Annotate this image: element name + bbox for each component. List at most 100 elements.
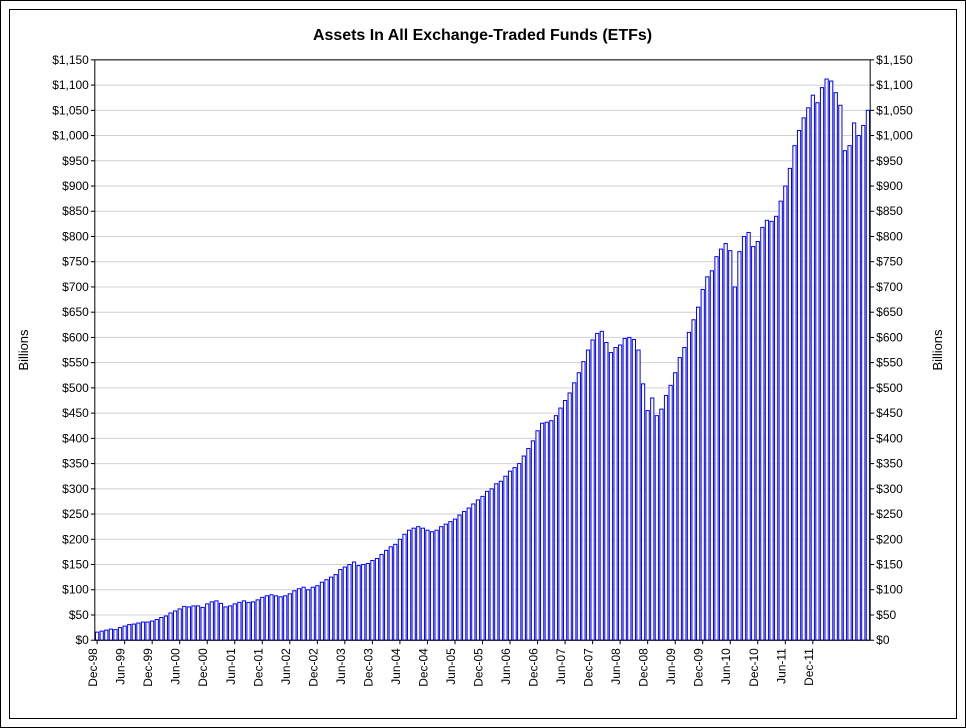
y-tick-label-right: $800 [876, 229, 903, 243]
y-tick-label-left: $0 [76, 633, 90, 647]
y-tick-label-right: $450 [876, 406, 903, 420]
bar [623, 338, 626, 640]
bar [605, 342, 608, 640]
bar [678, 358, 681, 641]
bar [619, 345, 622, 640]
bar [297, 589, 300, 640]
bar [646, 411, 649, 641]
y-tick-label-left: $650 [62, 305, 89, 319]
y-tick-label-left: $350 [62, 457, 89, 471]
y-tick-label-right: $1,100 [876, 78, 913, 92]
bar [692, 320, 695, 640]
bar [357, 566, 360, 641]
bar [632, 339, 635, 640]
bar [550, 421, 553, 641]
bar [394, 544, 397, 640]
bar [770, 221, 773, 640]
y-tick-label-right: $750 [876, 255, 903, 269]
y-tick-label-right: $250 [876, 507, 903, 521]
y-tick-label-right: $1,000 [876, 129, 913, 143]
bar [380, 554, 383, 640]
y-tick-label-right: $350 [876, 457, 903, 471]
y-tick-label-right: $850 [876, 204, 903, 218]
y-tick-label-left: $850 [62, 204, 89, 218]
x-tick-label: Jun-05 [444, 648, 458, 685]
x-tick-label: Dec-06 [527, 648, 541, 687]
bar [513, 468, 516, 641]
y-tick-label-right: $400 [876, 431, 903, 445]
bar [265, 596, 268, 640]
bar [545, 422, 548, 640]
y-tick-label-right: $700 [876, 280, 903, 294]
bar [582, 362, 585, 641]
bar [472, 504, 475, 640]
bar [559, 408, 562, 640]
y-tick-label-right: $1,050 [876, 103, 913, 117]
bar [352, 562, 355, 640]
y-tick-label-right: $200 [876, 532, 903, 546]
bar [430, 532, 433, 641]
bar [802, 118, 805, 640]
bar [614, 348, 617, 641]
y-tick-label-left: $300 [62, 482, 89, 496]
x-tick-label: Jun-02 [279, 648, 293, 685]
bar [109, 629, 112, 640]
bar [706, 277, 709, 640]
bar [164, 616, 167, 640]
bar [155, 620, 158, 641]
y-tick-label-right: $900 [876, 179, 903, 193]
bar [637, 350, 640, 640]
bar [256, 600, 259, 640]
bar [412, 528, 415, 640]
bar [563, 401, 566, 641]
bar [536, 431, 539, 640]
bar [444, 524, 447, 640]
bar [729, 251, 732, 641]
bar [843, 151, 846, 641]
y-tick-label-right: $950 [876, 154, 903, 168]
x-tick-label: Jun-09 [664, 648, 678, 685]
bar [219, 603, 222, 640]
bar [421, 528, 424, 640]
bar [747, 232, 750, 640]
x-tick-label: Dec-08 [637, 648, 651, 687]
bar [866, 110, 869, 640]
x-tick-label: Jun-03 [334, 648, 348, 685]
x-tick-label: Jun-06 [499, 648, 513, 685]
y-tick-label-left: $900 [62, 179, 89, 193]
bar [398, 539, 401, 640]
bar [251, 602, 254, 640]
bar [476, 500, 479, 640]
bar [293, 591, 296, 640]
bar [825, 79, 828, 640]
bar [118, 628, 121, 641]
bar [527, 448, 530, 640]
bar [371, 560, 374, 640]
bar [261, 597, 264, 640]
bar [187, 607, 190, 640]
bar [719, 249, 722, 640]
bar [518, 464, 521, 641]
bar [362, 565, 365, 641]
bar [242, 601, 245, 640]
bar [224, 607, 227, 640]
bar [600, 331, 603, 640]
y-tick-label-left: $1,150 [52, 53, 89, 67]
bar [247, 602, 250, 640]
bar [206, 604, 209, 640]
bar [440, 527, 443, 641]
bar [816, 103, 819, 640]
bar [756, 242, 759, 641]
bar [811, 95, 814, 640]
bar [229, 606, 232, 640]
x-tick-label: Dec-10 [747, 648, 761, 687]
bar [862, 125, 865, 640]
bar [779, 201, 782, 640]
bar [100, 631, 103, 640]
y-tick-label-left: $1,000 [52, 129, 89, 143]
bar [128, 625, 131, 641]
bar [123, 626, 126, 640]
x-tick-label: Dec-99 [141, 648, 155, 687]
bar [238, 602, 241, 640]
bar [651, 398, 654, 640]
